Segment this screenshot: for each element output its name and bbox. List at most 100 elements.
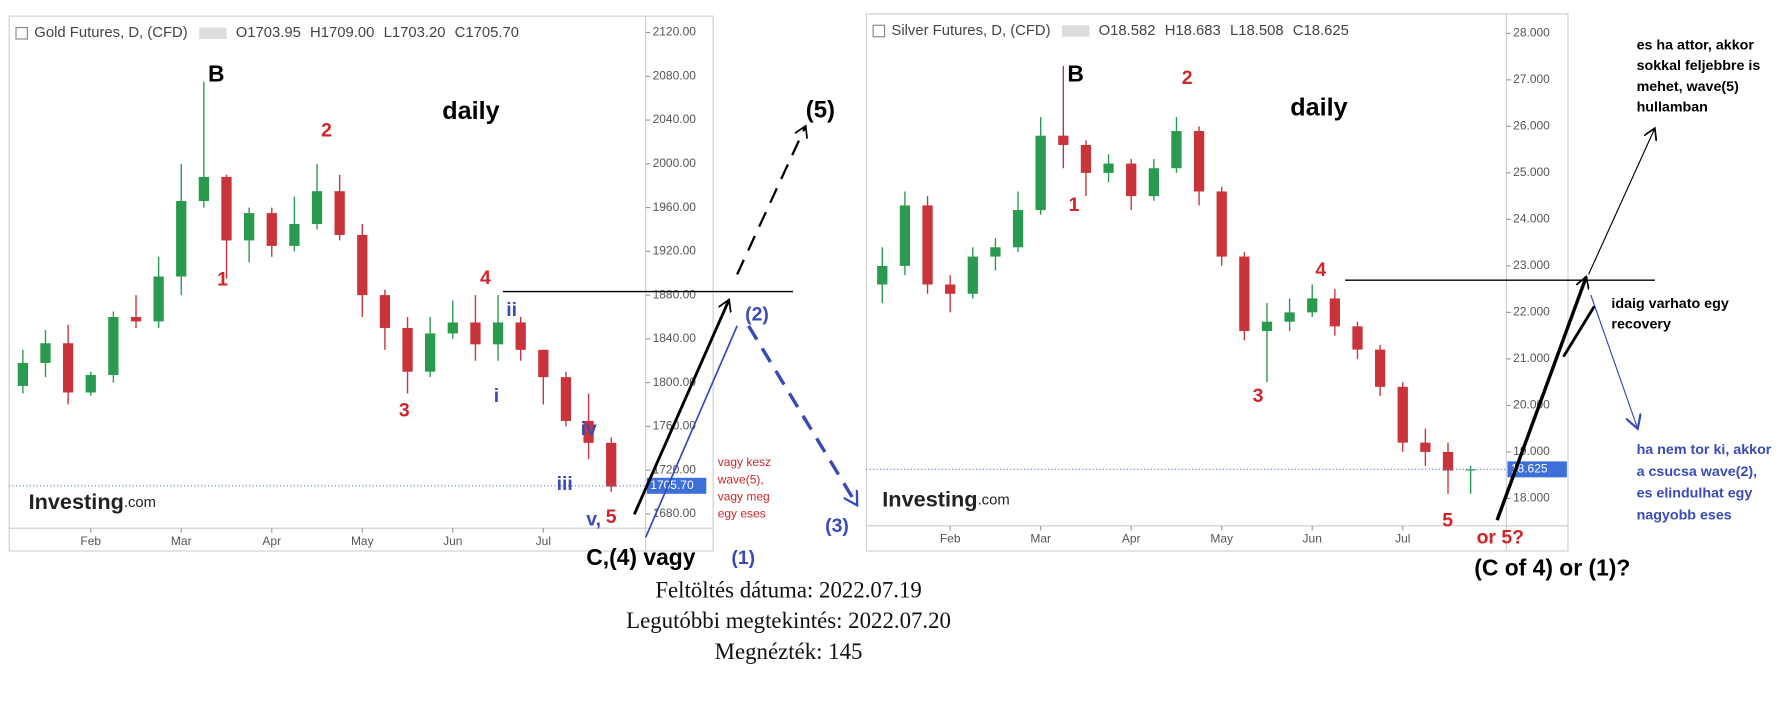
candle-body — [1103, 163, 1114, 173]
y-tick-label: 1800.00 — [653, 375, 697, 389]
icon — [199, 27, 227, 39]
x-tick-label: Feb — [80, 534, 101, 548]
candle-body — [1352, 326, 1363, 350]
candle-body — [1239, 256, 1250, 331]
note: ha nem tor ki, akkor — [1637, 442, 1772, 458]
candle-body — [1397, 386, 1408, 443]
ohlc-value: C1705.70 — [455, 25, 519, 41]
candle-body — [425, 333, 436, 372]
note: egy eses — [718, 507, 766, 521]
ohlc-value: O1703.95 — [236, 25, 301, 41]
candle-body — [266, 213, 277, 246]
note: vagy kesz — [718, 455, 771, 469]
label: 3 — [1253, 385, 1264, 407]
note: wave(5), — [717, 472, 764, 486]
note: es elindulhat egy — [1637, 486, 1753, 502]
x-tick-label: May — [1210, 532, 1233, 546]
arrow — [1495, 277, 1586, 521]
candle-body — [244, 213, 255, 241]
y-tick-label: 18.000 — [1513, 491, 1550, 505]
label: ii — [506, 299, 517, 321]
x-tick-label: Feb — [940, 532, 961, 546]
logo-text: Investing — [29, 489, 124, 514]
logo-suffix: .com — [978, 493, 1010, 509]
candle-body — [85, 374, 96, 393]
x-tick-label: Apr — [262, 534, 281, 548]
note: mehet, wave(5) — [1637, 79, 1740, 95]
y-tick-label: 22.000 — [1513, 305, 1550, 319]
y-tick-label: 2120.00 — [653, 25, 697, 39]
y-tick-label: 1880.00 — [653, 287, 697, 301]
label: (5) — [806, 96, 835, 123]
note: es ha attor, akkor — [1637, 38, 1755, 54]
candle-body — [922, 205, 933, 285]
y-tick-label: 26.000 — [1513, 119, 1550, 133]
candle-body — [877, 265, 888, 285]
y-tick-label: 2000.00 — [653, 156, 697, 170]
logo-suffix: .com — [124, 495, 156, 511]
label: 5 — [1442, 509, 1453, 531]
candle-body — [1442, 451, 1454, 471]
ohlc-value: H18.683 — [1165, 23, 1221, 39]
candle-body — [402, 327, 413, 372]
candle-body — [1374, 349, 1386, 387]
label: C,(4) vagy — [586, 544, 695, 570]
line — [644, 325, 738, 538]
note: a csucsa wave(2), — [1637, 464, 1758, 480]
x-tick-label: Jul — [536, 534, 551, 548]
label: B — [208, 61, 225, 87]
ohlc-value: L1703.20 — [384, 25, 446, 41]
candle-body — [334, 191, 345, 235]
ohlc-value: C18.625 — [1293, 23, 1349, 39]
label: or 5? — [1477, 527, 1524, 549]
last-price-label: 1705.70 — [650, 478, 694, 492]
y-tick-label: 1680.00 — [653, 506, 697, 520]
candle-body — [108, 316, 119, 375]
x-tick-label: Jun — [1303, 532, 1322, 546]
logo-text: Investing — [882, 486, 977, 511]
x-tick-label: Jul — [1395, 532, 1410, 546]
arrow — [736, 126, 806, 275]
footer-line: Feltöltés dátuma: 2022.07.19 — [655, 577, 921, 602]
label: iv — [581, 418, 597, 440]
label: B — [1067, 61, 1084, 87]
candle-body — [1012, 210, 1024, 248]
collapse-icon — [872, 24, 886, 38]
note: hullamban — [1637, 99, 1708, 115]
candle-body — [1307, 298, 1318, 313]
label: 1 — [1069, 194, 1080, 216]
candle-body — [967, 256, 978, 294]
candle-body — [492, 322, 504, 345]
last-price-label: 18.625 — [1511, 462, 1548, 476]
candle-body — [17, 362, 28, 386]
y-tick-label: 1920.00 — [653, 244, 697, 258]
candle-body — [1329, 298, 1340, 327]
ohlc-value: H1709.00 — [310, 25, 374, 41]
candle-body — [1058, 135, 1069, 145]
candle-body — [311, 191, 323, 225]
y-tick-label: 19.000 — [1513, 444, 1550, 458]
candle-body — [1126, 163, 1137, 197]
candle-body — [1193, 131, 1205, 192]
note: nagyobb eses — [1637, 507, 1732, 523]
candle-body — [583, 420, 594, 443]
candle-body — [289, 224, 300, 246]
candle-body — [470, 322, 481, 345]
label: (2) — [745, 304, 769, 326]
candle-body — [1148, 168, 1159, 197]
candle-body — [990, 247, 1001, 257]
candle-body — [606, 442, 617, 487]
label: 2 — [321, 120, 332, 142]
collapse-icon — [15, 27, 28, 40]
candle-body — [221, 176, 232, 241]
candle-body — [1216, 191, 1227, 257]
y-tick-label: 24.000 — [1513, 212, 1550, 226]
label: (3) — [825, 515, 849, 537]
chart-title: Gold Futures, D, (CFD) — [34, 25, 187, 41]
x-tick-label: May — [351, 534, 374, 548]
candle-body — [40, 343, 51, 363]
label: daily — [1290, 93, 1347, 121]
label: v, — [586, 508, 601, 530]
label: iii — [557, 473, 573, 495]
